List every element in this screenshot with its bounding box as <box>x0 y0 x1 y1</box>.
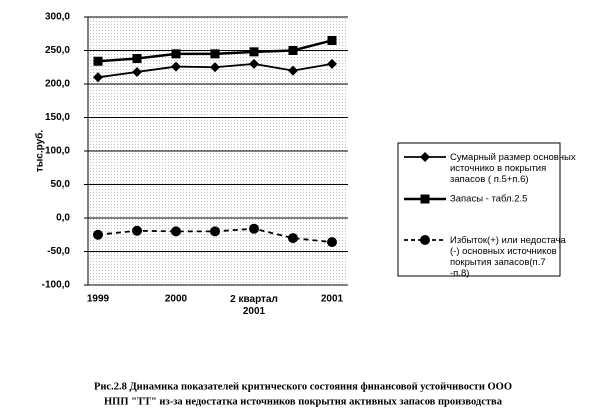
marker <box>420 152 430 162</box>
marker <box>171 226 181 237</box>
y-tick-label: 300,0 <box>45 12 70 23</box>
y-tick-label: 50,0 <box>51 179 71 190</box>
x-tick-label: 2000 <box>165 294 188 305</box>
marker <box>210 226 220 237</box>
caption: НПП "ТТ" из-за недостатка источников пок… <box>104 396 503 407</box>
marker <box>249 47 259 57</box>
y-tick-label: 250,0 <box>45 45 70 56</box>
marker <box>171 61 181 72</box>
marker <box>327 35 337 45</box>
y-tick-label: 200,0 <box>45 79 70 90</box>
y-tick-label: 0,0 <box>56 213 70 224</box>
y-axis-label: тыс.руб. <box>34 130 46 172</box>
x-tick-label: 2001 <box>321 294 344 305</box>
marker <box>327 237 337 248</box>
legend-label: Избыток(+) или недостача (-) основных ис… <box>450 235 568 279</box>
marker <box>93 72 103 83</box>
y-tick-label: -50,0 <box>47 246 70 257</box>
marker <box>249 58 259 69</box>
marker <box>171 49 181 59</box>
legend-label: Запасы - табл.2.5 <box>450 194 527 205</box>
marker <box>132 66 142 77</box>
marker <box>210 62 220 73</box>
y-tick-label: -100,0 <box>42 280 71 291</box>
legend-label: Сумарный размер основных источнико в пок… <box>450 152 578 185</box>
marker <box>288 65 298 76</box>
marker <box>210 49 220 59</box>
y-tick-label: 150,0 <box>45 112 70 123</box>
marker <box>288 46 298 55</box>
marker <box>132 54 142 64</box>
x-tick-label: 2 квартал 2001 <box>230 294 278 317</box>
marker <box>93 56 103 66</box>
marker <box>132 225 142 236</box>
caption: Рис.2.8 Динамика показателей критическог… <box>94 381 512 392</box>
marker <box>327 58 337 69</box>
marker <box>420 235 430 245</box>
x-tick-label: 1999 <box>87 294 110 305</box>
marker <box>288 233 298 244</box>
marker <box>420 194 430 204</box>
marker <box>249 223 259 234</box>
marker <box>93 229 103 240</box>
legend <box>397 142 561 277</box>
y-tick-label: 100,0 <box>45 146 70 157</box>
